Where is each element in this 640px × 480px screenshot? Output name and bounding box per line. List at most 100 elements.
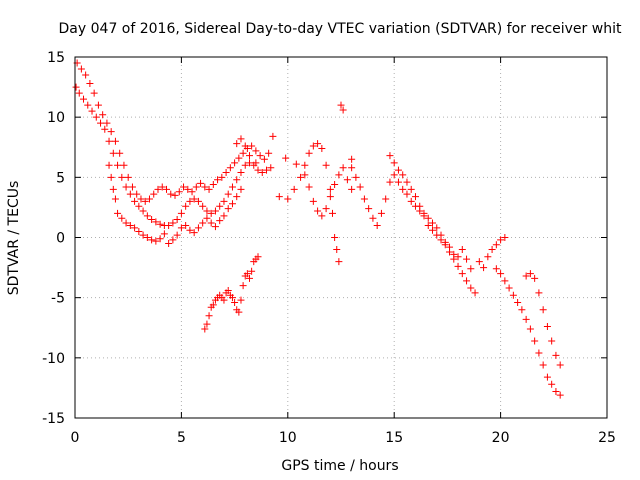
- data-point: [450, 250, 458, 258]
- data-point: [145, 195, 153, 203]
- data-point: [111, 195, 119, 203]
- data-point: [290, 185, 298, 193]
- data-point: [260, 155, 268, 163]
- data-point: [216, 217, 224, 225]
- x-axis-label: GPS time / hours: [281, 458, 398, 474]
- data-point: [88, 107, 96, 115]
- data-point: [399, 185, 407, 193]
- data-point: [177, 209, 185, 217]
- data-point: [458, 246, 466, 254]
- data-point: [488, 246, 496, 254]
- data-point: [254, 253, 262, 261]
- data-point: [556, 361, 564, 369]
- data-point: [543, 323, 551, 331]
- series-trend-upper: [73, 59, 273, 205]
- data-point: [539, 306, 547, 314]
- data-point: [467, 284, 475, 292]
- data-point: [180, 183, 188, 191]
- chart-title: Day 047 of 2016, Sidereal Day-to-day VTE…: [59, 21, 622, 37]
- data-point: [207, 219, 215, 227]
- data-point: [167, 190, 175, 198]
- data-point: [463, 277, 471, 285]
- data-point: [182, 202, 190, 210]
- data-point: [124, 173, 132, 181]
- data-point: [420, 209, 428, 217]
- data-point: [237, 296, 245, 304]
- data-point: [265, 149, 273, 157]
- y-tick-label: 5: [56, 170, 65, 186]
- data-point: [126, 190, 134, 198]
- data-point: [203, 320, 211, 328]
- data-point: [182, 221, 190, 229]
- data-point: [535, 289, 543, 297]
- data-point: [548, 380, 556, 388]
- data-point: [407, 185, 415, 193]
- data-point: [403, 190, 411, 198]
- data-point: [101, 125, 109, 133]
- y-tick-label: 0: [56, 231, 65, 247]
- data-point: [173, 231, 181, 239]
- data-point: [109, 149, 117, 157]
- data-point: [165, 240, 173, 248]
- data-point: [118, 173, 126, 181]
- data-point: [90, 89, 98, 97]
- data-point: [356, 183, 364, 191]
- data-point: [80, 95, 88, 103]
- data-point: [301, 161, 309, 169]
- data-point: [548, 337, 556, 345]
- data-point: [322, 161, 330, 169]
- series-trend-main: [72, 83, 275, 229]
- data-point: [186, 226, 194, 234]
- data-point: [552, 351, 560, 359]
- data-point: [135, 202, 143, 210]
- data-point: [343, 176, 351, 184]
- data-point: [416, 202, 424, 210]
- data-point: [424, 221, 432, 229]
- data-point: [209, 301, 217, 309]
- data-point: [318, 144, 326, 152]
- y-axis-label: SDTVAR / TECUs: [6, 181, 22, 296]
- data-point: [141, 197, 149, 205]
- data-point: [99, 111, 107, 119]
- data-point: [522, 315, 530, 323]
- data-point: [509, 291, 517, 299]
- data-point: [339, 106, 347, 114]
- data-point: [105, 137, 113, 145]
- data-point: [152, 218, 160, 226]
- data-point: [292, 160, 300, 168]
- data-point: [535, 349, 543, 357]
- data-point: [114, 209, 122, 217]
- data-point: [526, 325, 534, 333]
- y-tick-label: -15: [42, 411, 65, 427]
- data-point: [235, 308, 243, 316]
- data-point: [254, 166, 262, 174]
- data-point: [252, 147, 260, 155]
- data-point: [216, 202, 224, 210]
- data-point: [97, 119, 105, 127]
- data-point: [156, 235, 164, 243]
- x-tick-label: 20: [492, 430, 510, 446]
- data-point: [348, 155, 356, 163]
- data-point: [390, 171, 398, 179]
- data-point: [335, 258, 343, 266]
- data-point: [173, 215, 181, 223]
- data-point: [331, 234, 339, 241]
- data-point: [386, 178, 394, 186]
- series-trend-lower: [105, 161, 245, 248]
- data-point: [348, 164, 356, 172]
- data-point: [518, 306, 526, 314]
- data-point: [228, 183, 236, 191]
- data-point: [256, 152, 264, 160]
- data-point: [309, 142, 317, 150]
- x-tick-label: 15: [385, 430, 403, 446]
- data-point: [369, 214, 377, 222]
- data-point: [220, 212, 228, 220]
- data-point: [463, 255, 471, 263]
- data-point: [275, 193, 283, 201]
- data-point: [309, 197, 317, 205]
- data-point: [314, 140, 322, 148]
- data-point: [322, 205, 330, 213]
- data-point: [86, 79, 94, 87]
- data-point: [248, 267, 256, 275]
- data-point: [360, 195, 368, 203]
